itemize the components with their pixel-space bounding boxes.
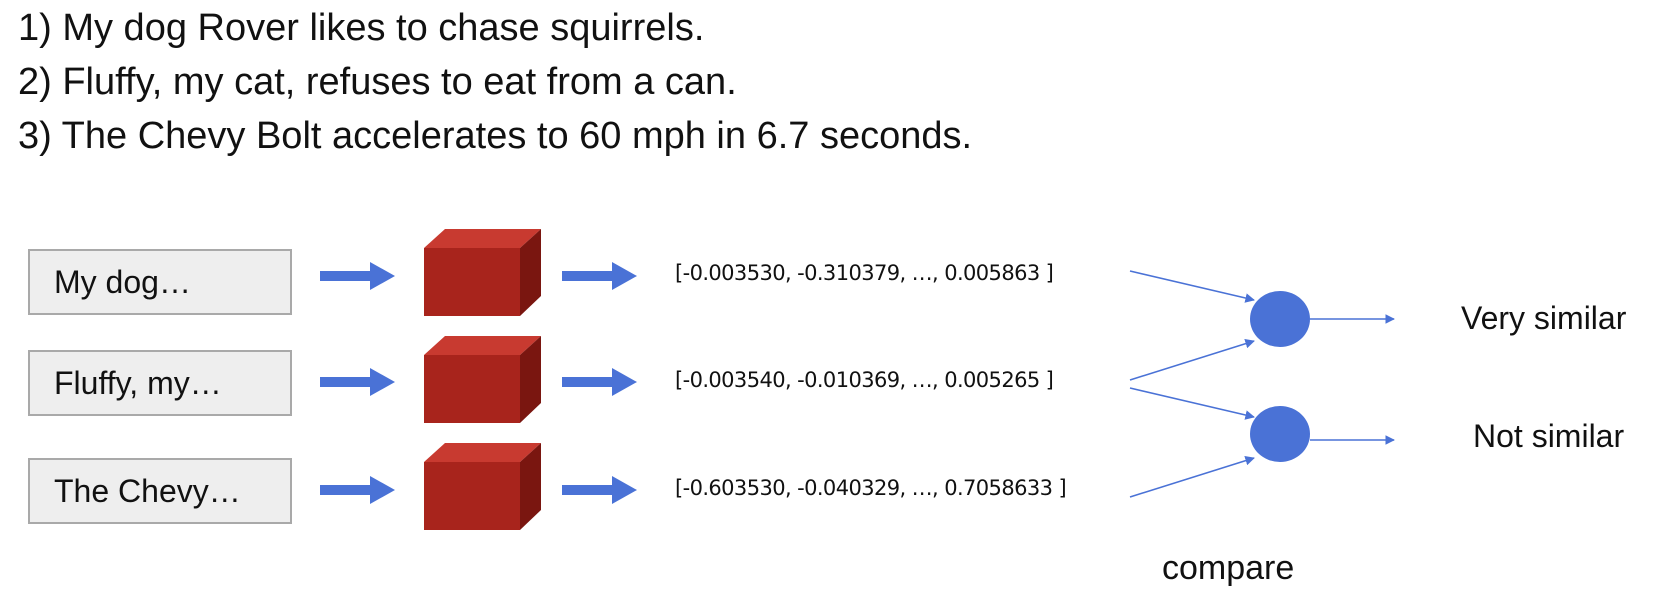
embedding-vector-1: [-0.003530, -0.310379, …, 0.005863 ]	[675, 261, 1054, 285]
input-box-1: My dog…	[28, 249, 292, 315]
cube-icon	[424, 443, 541, 530]
cube-icon	[424, 336, 541, 423]
connector-line	[1129, 387, 1255, 420]
compare-caption: compare	[1162, 549, 1295, 587]
sentence-3: 3) The Chevy Bolt accelerates to 60 mph …	[18, 115, 973, 157]
embedding-vector-3: [-0.603530, -0.040329, …, 0.7058633 ]	[675, 476, 1067, 500]
input-box-2: Fluffy, my…	[28, 350, 292, 416]
cube-icon	[424, 229, 541, 316]
arrow-right-icon	[562, 368, 637, 396]
compare-node-bottom	[1250, 406, 1310, 462]
arrow-right-icon	[562, 476, 637, 504]
embedding-vector-2: [-0.003540, -0.010369, …, 0.005265 ]	[675, 368, 1054, 392]
input-box-3: The Chevy…	[28, 458, 292, 524]
arrow-right-icon	[320, 476, 395, 504]
compare-node-top	[1250, 291, 1310, 347]
result-very-similar: Very similar	[1461, 300, 1627, 336]
arrow-right-icon	[320, 262, 395, 290]
connector-line	[1129, 270, 1255, 303]
sentence-1: 1) My dog Rover likes to chase squirrels…	[18, 7, 705, 49]
connector-line	[1129, 456, 1255, 498]
arrow-right-icon	[562, 262, 637, 290]
result-not-similar: Not similar	[1473, 418, 1625, 454]
sentence-2: 2) Fluffy, my cat, refuses to eat from a…	[18, 61, 737, 103]
arrow-right-icon	[320, 368, 395, 396]
connector-line	[1129, 339, 1255, 381]
